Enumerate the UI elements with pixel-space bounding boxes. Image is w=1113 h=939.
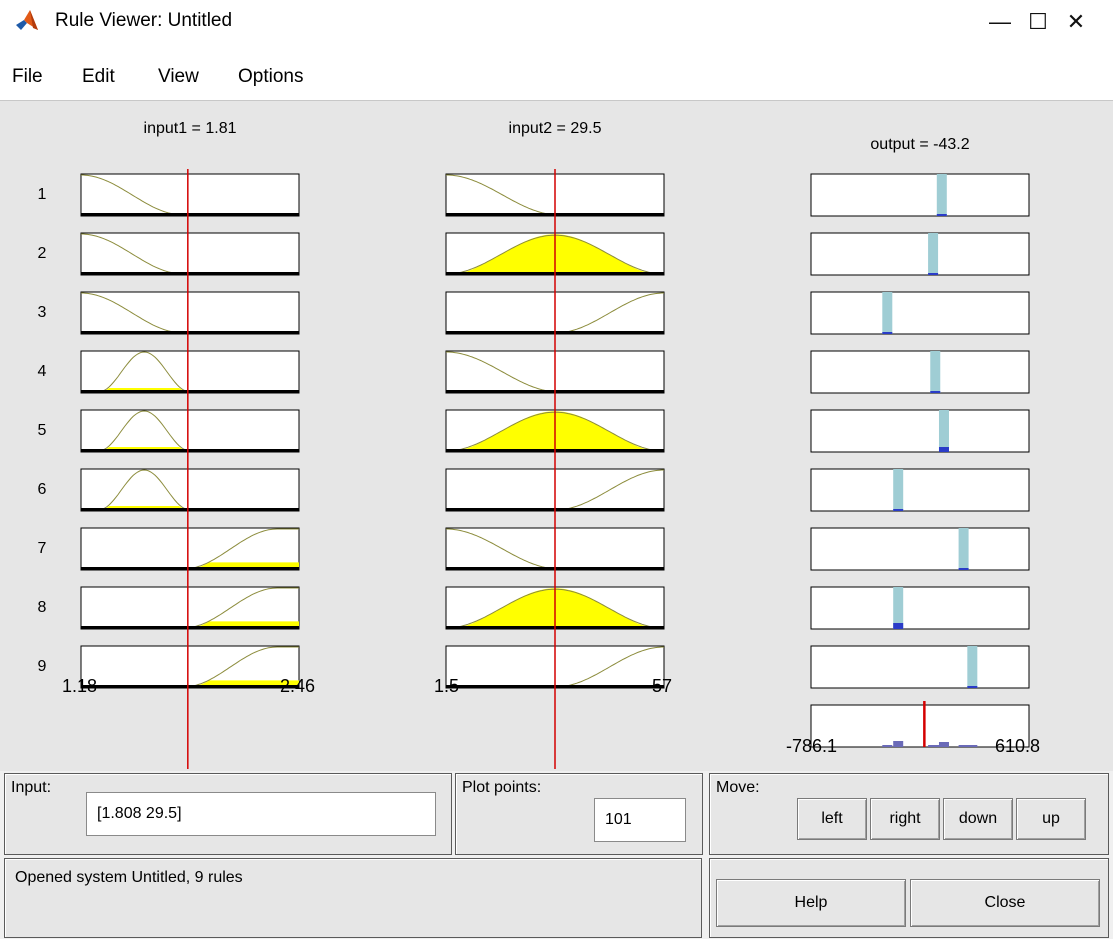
rule-number-1: 1 xyxy=(37,186,47,203)
rule-number-6: 6 xyxy=(37,481,47,498)
plot-points-panel: Plot points: 101 xyxy=(455,773,703,855)
rule-number-4: 4 xyxy=(37,363,47,380)
help-close-panel: Help Close xyxy=(709,858,1109,938)
close-window-button[interactable]: ✕ xyxy=(1066,9,1086,34)
close-button[interactable]: Close xyxy=(910,879,1100,927)
input-panel: Input: [1.808 29.5] xyxy=(4,773,452,855)
matlab-logo-icon xyxy=(16,10,38,30)
rule8-output-bar xyxy=(893,587,904,629)
rule9-output-frame xyxy=(810,645,1030,689)
aggregate-output-bar-5 xyxy=(930,745,941,747)
aggregate-output-bar-6 xyxy=(958,745,969,747)
input1-min-label: 1.18 xyxy=(62,676,98,696)
menu-edit[interactable]: Edit xyxy=(82,66,115,87)
rule1-output-frame xyxy=(810,173,1030,217)
help-button[interactable]: Help xyxy=(716,879,906,927)
rule3-output-degree xyxy=(882,332,893,334)
rule6-output-bar xyxy=(893,469,904,511)
rule6-output-frame xyxy=(810,468,1030,512)
move-label: Move: xyxy=(716,779,760,796)
rule2-output-bar xyxy=(928,233,939,275)
move-down-button[interactable]: down xyxy=(943,798,1013,840)
aggregate-output-bar-7 xyxy=(967,745,978,747)
rule7-output-bar xyxy=(958,528,969,570)
rule1-output-bar xyxy=(936,174,947,216)
rule6-input1-mf-frame xyxy=(80,468,300,512)
status-panel: Opened system Untitled, 9 rules xyxy=(4,858,702,938)
rule5-output-bar xyxy=(938,410,949,452)
rule8-output-degree xyxy=(893,623,904,629)
rule2-input1-mf-frame xyxy=(80,232,300,276)
rule-number-7: 7 xyxy=(37,540,47,557)
input2-label: input2 = 29.5 xyxy=(508,120,602,137)
aggregate-output-bar-2 xyxy=(893,741,904,747)
aggregate-output-frame xyxy=(810,704,1030,748)
rule-plots xyxy=(80,169,1030,769)
plot-points-field[interactable]: 101 xyxy=(594,798,686,842)
input1-label: input1 = 1.81 xyxy=(143,120,237,137)
rule4-input1-mf-frame xyxy=(80,350,300,394)
plot-points-label: Plot points: xyxy=(462,779,542,796)
rule2-output-frame xyxy=(810,232,1030,276)
menu-bar: File Edit View Options xyxy=(0,44,1113,101)
rule4-output-degree xyxy=(930,391,941,393)
input-field[interactable]: [1.808 29.5] xyxy=(86,792,436,836)
rule5-output-degree xyxy=(938,447,949,452)
output-min-label: -786.1 xyxy=(786,736,838,756)
rule3-input1-mf-frame xyxy=(80,291,300,335)
rule5-output-frame xyxy=(810,409,1030,453)
rule-number-9: 9 xyxy=(37,658,47,675)
rule-number-2: 2 xyxy=(37,245,47,262)
rule9-output-bar xyxy=(967,646,978,688)
rule4-output-frame xyxy=(810,350,1030,394)
rule8-output-frame xyxy=(810,586,1030,630)
menu-view[interactable]: View xyxy=(158,66,199,87)
rule1-input1-mf-frame xyxy=(80,173,300,217)
output-max-label: 610.8 xyxy=(995,736,1041,756)
rule-number-8: 8 xyxy=(37,599,47,616)
rule-plot-area: input1 = 1.81 input2 = 29.5 output = -43… xyxy=(0,101,1113,771)
input2-min-label: 1.5 xyxy=(434,676,460,696)
maximize-button[interactable]: ☐ xyxy=(1028,9,1048,34)
rule1-output-degree xyxy=(936,214,947,216)
rule2-output-degree xyxy=(928,273,939,275)
move-right-button[interactable]: right xyxy=(870,798,940,840)
rule3-output-bar xyxy=(882,292,893,334)
aggregate-output-bar-1 xyxy=(882,745,893,747)
rule9-output-degree xyxy=(967,686,978,688)
input2-max-label: 57 xyxy=(652,676,673,696)
rule5-input1-mf-frame xyxy=(80,409,300,453)
rule7-output-degree xyxy=(958,568,969,570)
window-title: Rule Viewer: Untitled xyxy=(55,10,233,31)
move-up-button[interactable]: up xyxy=(1016,798,1086,840)
rule7-output-frame xyxy=(810,527,1030,571)
rule3-output-frame xyxy=(810,291,1030,335)
rule4-output-bar xyxy=(930,351,941,393)
menu-options[interactable]: Options xyxy=(238,66,304,87)
move-panel: Move: left right down up xyxy=(709,773,1109,855)
title-bar: Rule Viewer: Untitled — ✕ xyxy=(0,0,1113,44)
minimize-button[interactable]: — xyxy=(989,9,1011,34)
input-panel-label: Input: xyxy=(11,779,52,796)
rule-number-3: 3 xyxy=(37,304,47,321)
output-label: output = -43.2 xyxy=(870,136,970,153)
aggregate-output-bar-4 xyxy=(938,742,949,747)
input1-max-label: 2.46 xyxy=(280,676,316,696)
status-text: Opened system Untitled, 9 rules xyxy=(15,869,243,886)
menu-file[interactable]: File xyxy=(12,66,43,87)
rule6-output-degree xyxy=(893,509,904,511)
rule-number-5: 5 xyxy=(37,422,47,439)
move-left-button[interactable]: left xyxy=(797,798,867,840)
